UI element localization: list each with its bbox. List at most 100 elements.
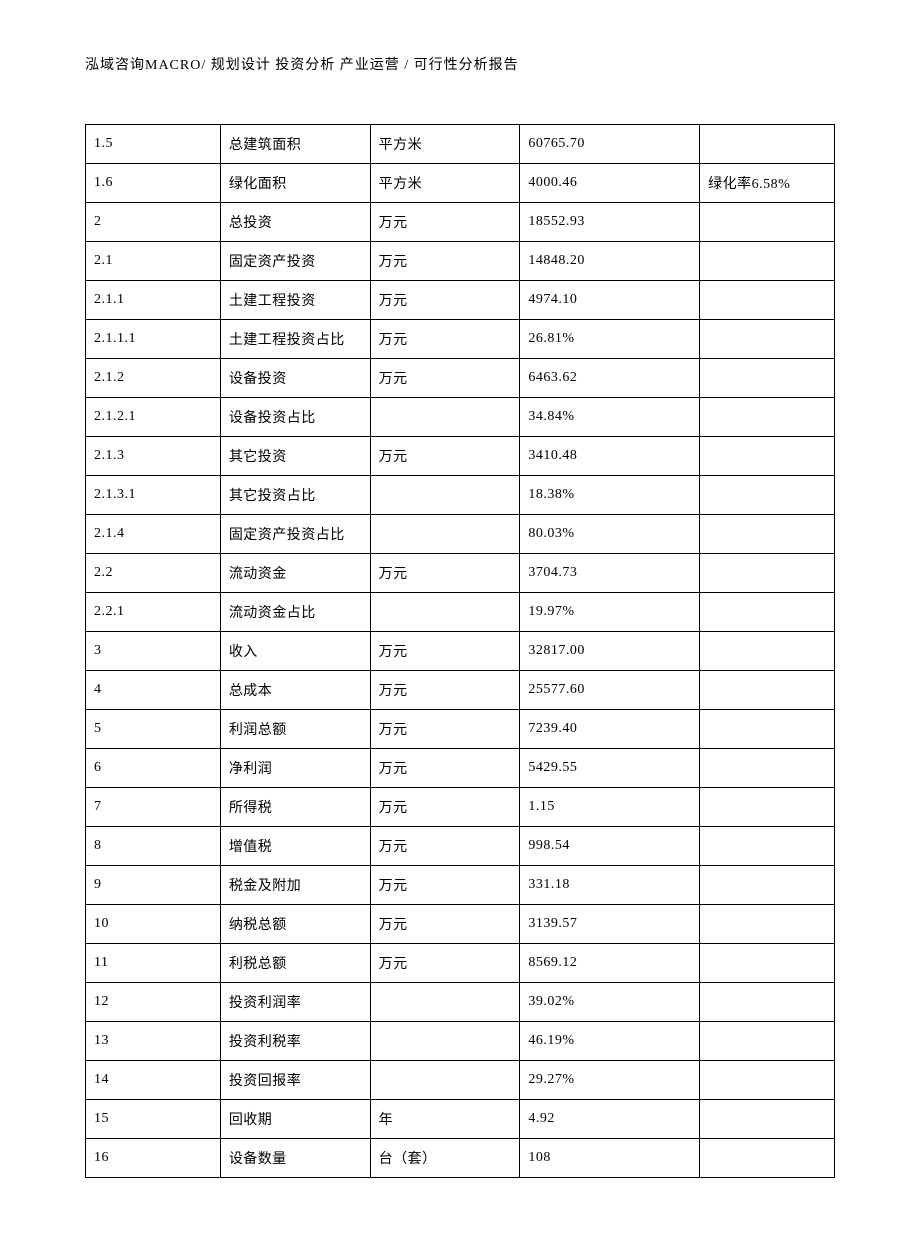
- table-cell: 固定资产投资占比: [220, 515, 370, 554]
- table-cell: 3: [86, 632, 221, 671]
- table-cell: 投资回报率: [220, 1061, 370, 1100]
- table-cell: 3139.57: [520, 905, 700, 944]
- table-cell: 所得税: [220, 788, 370, 827]
- table-cell: 流动资金占比: [220, 593, 370, 632]
- table-cell: 增值税: [220, 827, 370, 866]
- table-row: 14投资回报率29.27%: [86, 1061, 835, 1100]
- table-row: 13投资利税率46.19%: [86, 1022, 835, 1061]
- table-cell: [370, 1022, 520, 1061]
- table-cell: [700, 749, 835, 788]
- table-cell: 2.1.4: [86, 515, 221, 554]
- table-cell: 2.1.3: [86, 437, 221, 476]
- table-row: 6净利润万元5429.55: [86, 749, 835, 788]
- table-cell: 7239.40: [520, 710, 700, 749]
- table-cell: 2.1.1.1: [86, 320, 221, 359]
- table-cell: 净利润: [220, 749, 370, 788]
- table-cell: 19.97%: [520, 593, 700, 632]
- table-cell: 2.1: [86, 242, 221, 281]
- table-cell: 万元: [370, 671, 520, 710]
- table-cell: 2.2: [86, 554, 221, 593]
- table-cell: 万元: [370, 359, 520, 398]
- table-cell: 设备数量: [220, 1139, 370, 1178]
- table-cell: 其它投资: [220, 437, 370, 476]
- table-cell: 18.38%: [520, 476, 700, 515]
- document-page: 泓域咨询MACRO/ 规划设计 投资分析 产业运营 / 可行性分析报告 1.5 总…: [0, 0, 920, 1238]
- table-row: 2.1.2设备投资万元6463.62: [86, 359, 835, 398]
- table-cell: 10: [86, 905, 221, 944]
- table-cell: [700, 242, 835, 281]
- table-cell: 设备投资: [220, 359, 370, 398]
- table-cell: [700, 632, 835, 671]
- table-row: 10纳税总额万元3139.57: [86, 905, 835, 944]
- table-cell: 1.5: [86, 125, 221, 164]
- table-cell: 2.1.2: [86, 359, 221, 398]
- table-cell: 4: [86, 671, 221, 710]
- table-cell: 万元: [370, 944, 520, 983]
- table-cell: 331.18: [520, 866, 700, 905]
- table-row: 2.1固定资产投资万元14848.20: [86, 242, 835, 281]
- table-row: 9税金及附加万元331.18: [86, 866, 835, 905]
- table-cell: 利税总额: [220, 944, 370, 983]
- table-cell: 2.1.2.1: [86, 398, 221, 437]
- table-cell: 总成本: [220, 671, 370, 710]
- table-cell: 万元: [370, 632, 520, 671]
- table-cell: 万元: [370, 749, 520, 788]
- table-cell: 万元: [370, 788, 520, 827]
- table-row: 7所得税万元1.15: [86, 788, 835, 827]
- table-cell: 年: [370, 1100, 520, 1139]
- table-cell: 利润总额: [220, 710, 370, 749]
- table-cell: 万元: [370, 242, 520, 281]
- table-cell: [700, 1100, 835, 1139]
- table-cell: [700, 125, 835, 164]
- table-cell: 2.2.1: [86, 593, 221, 632]
- table-cell: [700, 866, 835, 905]
- table-cell: [700, 671, 835, 710]
- table-cell: [370, 515, 520, 554]
- table-cell: [700, 398, 835, 437]
- table-cell: 32817.00: [520, 632, 700, 671]
- table-cell: 14848.20: [520, 242, 700, 281]
- table-cell: 收入: [220, 632, 370, 671]
- table-row: 5利润总额万元7239.40: [86, 710, 835, 749]
- table-cell: 4974.10: [520, 281, 700, 320]
- investment-data-table: 1.5总建筑面积平方米60765.701.6绿化面积平方米4000.46绿化率6…: [85, 124, 835, 1178]
- table-cell: [370, 1061, 520, 1100]
- table-row: 3收入万元32817.00: [86, 632, 835, 671]
- table-cell: [700, 710, 835, 749]
- table-cell: 设备投资占比: [220, 398, 370, 437]
- table-cell: 3410.48: [520, 437, 700, 476]
- table-cell: 万元: [370, 710, 520, 749]
- table-cell: 5429.55: [520, 749, 700, 788]
- table-row: 2.1.3其它投资万元3410.48: [86, 437, 835, 476]
- table-cell: 25577.60: [520, 671, 700, 710]
- table-cell: 12: [86, 983, 221, 1022]
- table-cell: 6463.62: [520, 359, 700, 398]
- table-cell: [700, 437, 835, 476]
- table-cell: 万元: [370, 866, 520, 905]
- table-row: 16设备数量台（套）108: [86, 1139, 835, 1178]
- page-header: 泓域咨询MACRO/ 规划设计 投资分析 产业运营 / 可行性分析报告: [85, 54, 835, 74]
- table-row: 12投资利润率39.02%: [86, 983, 835, 1022]
- table-cell: 万元: [370, 437, 520, 476]
- table-cell: 108: [520, 1139, 700, 1178]
- table-cell: [700, 827, 835, 866]
- table-cell: 46.19%: [520, 1022, 700, 1061]
- table-row: 8增值税万元998.54: [86, 827, 835, 866]
- table-cell: 台（套）: [370, 1139, 520, 1178]
- table-cell: 流动资金: [220, 554, 370, 593]
- table-cell: 1.15: [520, 788, 700, 827]
- table-cell: [700, 1139, 835, 1178]
- table-cell: [700, 983, 835, 1022]
- table-cell: 8569.12: [520, 944, 700, 983]
- table-cell: 万元: [370, 203, 520, 242]
- table-cell: [700, 944, 835, 983]
- table-cell: 29.27%: [520, 1061, 700, 1100]
- table-cell: 998.54: [520, 827, 700, 866]
- table-cell: 11: [86, 944, 221, 983]
- table-cell: 万元: [370, 320, 520, 359]
- table-cell: 16: [86, 1139, 221, 1178]
- table-cell: [700, 515, 835, 554]
- table-cell: 税金及附加: [220, 866, 370, 905]
- table-cell: 平方米: [370, 125, 520, 164]
- table-cell: [370, 398, 520, 437]
